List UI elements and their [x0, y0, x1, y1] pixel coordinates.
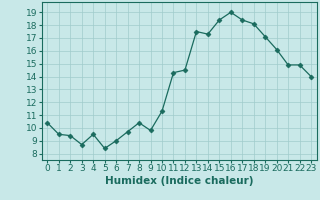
- X-axis label: Humidex (Indice chaleur): Humidex (Indice chaleur): [105, 176, 253, 186]
